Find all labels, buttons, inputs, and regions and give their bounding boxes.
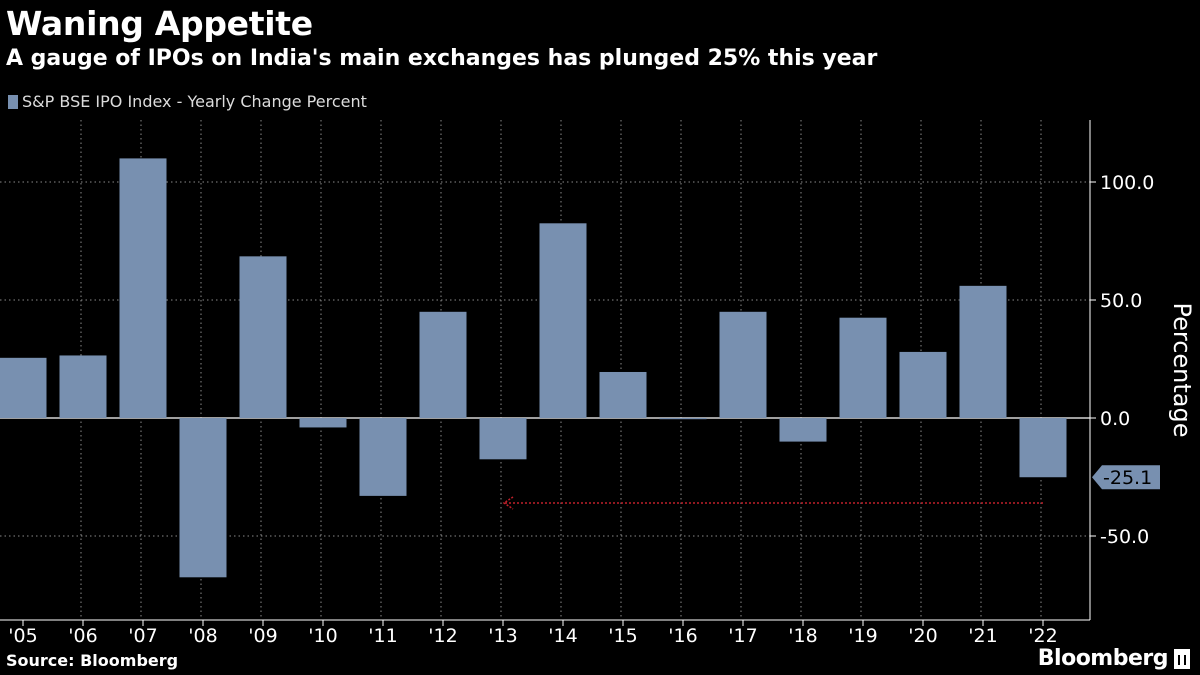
last-value-label: -25.1 bbox=[1103, 467, 1152, 489]
x-tick-label: '08 bbox=[188, 625, 217, 647]
bar-12 bbox=[419, 311, 467, 418]
x-tick-label: '21 bbox=[968, 625, 997, 647]
x-tick-label: '15 bbox=[608, 625, 637, 647]
x-tick-label: '22 bbox=[1028, 625, 1057, 647]
last-value-flag bbox=[1092, 465, 1160, 490]
y-tick-label: -50.0 bbox=[1100, 526, 1149, 548]
bar-10 bbox=[299, 418, 347, 428]
bar-16 bbox=[659, 418, 707, 420]
bar-09 bbox=[239, 256, 287, 418]
bar-17 bbox=[719, 311, 767, 418]
bar-22 bbox=[1019, 418, 1067, 478]
annotation-layer: -25.1 bbox=[502, 465, 1160, 510]
bar-15 bbox=[599, 371, 647, 418]
bar-18 bbox=[779, 418, 827, 442]
y-axis-title: Percentage bbox=[1168, 302, 1196, 437]
y-tick-label: 100.0 bbox=[1100, 172, 1154, 194]
bar-19 bbox=[839, 317, 887, 418]
source-note: Source: Bloomberg bbox=[6, 651, 179, 670]
bar-14 bbox=[539, 223, 587, 418]
bar-05 bbox=[0, 357, 47, 418]
x-tick-label: '13 bbox=[488, 625, 517, 647]
bloomberg-terminal-icon bbox=[1174, 648, 1190, 669]
bar-06 bbox=[59, 355, 107, 418]
chart-title: Waning Appetite bbox=[6, 4, 313, 43]
x-tick-label: '05 bbox=[8, 625, 37, 647]
x-tick-label: '09 bbox=[248, 625, 277, 647]
x-tick-label: '14 bbox=[548, 625, 577, 647]
y-tick-label: 50.0 bbox=[1100, 290, 1142, 312]
x-tick-label: '07 bbox=[128, 625, 157, 647]
bars-layer bbox=[0, 158, 1067, 578]
x-tick-label: '18 bbox=[788, 625, 817, 647]
bar-08 bbox=[179, 418, 227, 578]
y-tick-label: 0.0 bbox=[1100, 408, 1130, 430]
x-tick-label: '10 bbox=[308, 625, 337, 647]
legend: S&P BSE IPO Index - Yearly Change Percen… bbox=[8, 92, 367, 111]
arrow-head bbox=[502, 496, 514, 510]
x-tick-label: '17 bbox=[728, 625, 757, 647]
axis-layer: 100.0 50.0 0.0 -50.0 Percentage '05 '06 '07 '08 '… bbox=[0, 120, 1196, 647]
bar-21 bbox=[959, 285, 1007, 418]
legend-swatch bbox=[8, 94, 18, 109]
bar-07 bbox=[119, 158, 167, 418]
bar-13 bbox=[479, 418, 527, 460]
x-tick-label: '12 bbox=[428, 625, 457, 647]
x-tick-label: '11 bbox=[368, 625, 397, 647]
legend-label: S&P BSE IPO Index - Yearly Change Percen… bbox=[22, 92, 367, 111]
bar-11 bbox=[359, 418, 407, 496]
x-tick-label: '19 bbox=[848, 625, 877, 647]
chart-subtitle: A gauge of IPOs on India's main exchange… bbox=[6, 46, 878, 71]
brand-name: Bloomberg bbox=[1037, 646, 1169, 671]
x-tick-label: '16 bbox=[668, 625, 697, 647]
brand-logo: Bloomberg bbox=[1038, 646, 1190, 671]
bar-20 bbox=[899, 351, 947, 418]
x-tick-label: '20 bbox=[908, 625, 937, 647]
x-tick-label: '06 bbox=[68, 625, 97, 647]
